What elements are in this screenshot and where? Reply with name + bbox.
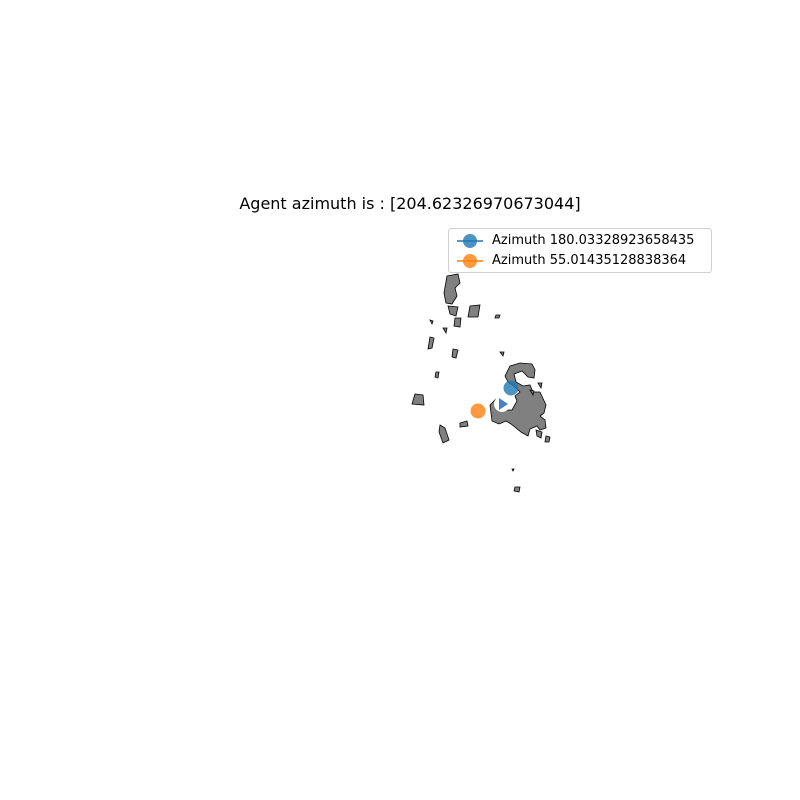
obstacle [451,348,459,359]
legend-entry: Azimuth 180.03328923658435 [449,231,711,251]
play-triangle-icon [499,398,508,410]
obstacle [535,429,543,439]
map-title: Agent azimuth is : [204.62326970673044] [239,194,581,213]
agent-marker [494,396,510,412]
obstacle [429,319,434,326]
obstacle [513,486,521,493]
obstacle [494,314,501,319]
obstacle [529,389,535,397]
legend-swatch-orange [457,254,483,268]
obstacle [438,424,450,444]
obstacle [443,273,461,305]
azimuth-point-orange [470,403,486,419]
obstacle [459,420,469,428]
obstacle [453,317,462,328]
legend-label: Azimuth 55.01435128838364 [492,253,687,268]
obstacle [544,435,551,443]
obstacle [499,351,505,357]
obstacle [411,393,425,406]
obstacle-layer [411,273,551,493]
legend: Azimuth 180.03328923658435 Azimuth 55.01… [448,228,712,273]
obstacle [447,305,459,317]
obstacle [511,468,515,472]
obstacle [537,382,543,390]
obstacle [442,327,448,335]
legend-label: Azimuth 180.03328923658435 [492,233,695,248]
obstacle [489,362,547,437]
legend-entry: Azimuth 55.01435128838364 [449,251,711,271]
obstacle [427,336,435,350]
azimuth-point-blue [503,380,519,396]
obstacle [467,304,481,318]
legend-swatch-blue [457,234,483,248]
obstacle [434,371,440,379]
